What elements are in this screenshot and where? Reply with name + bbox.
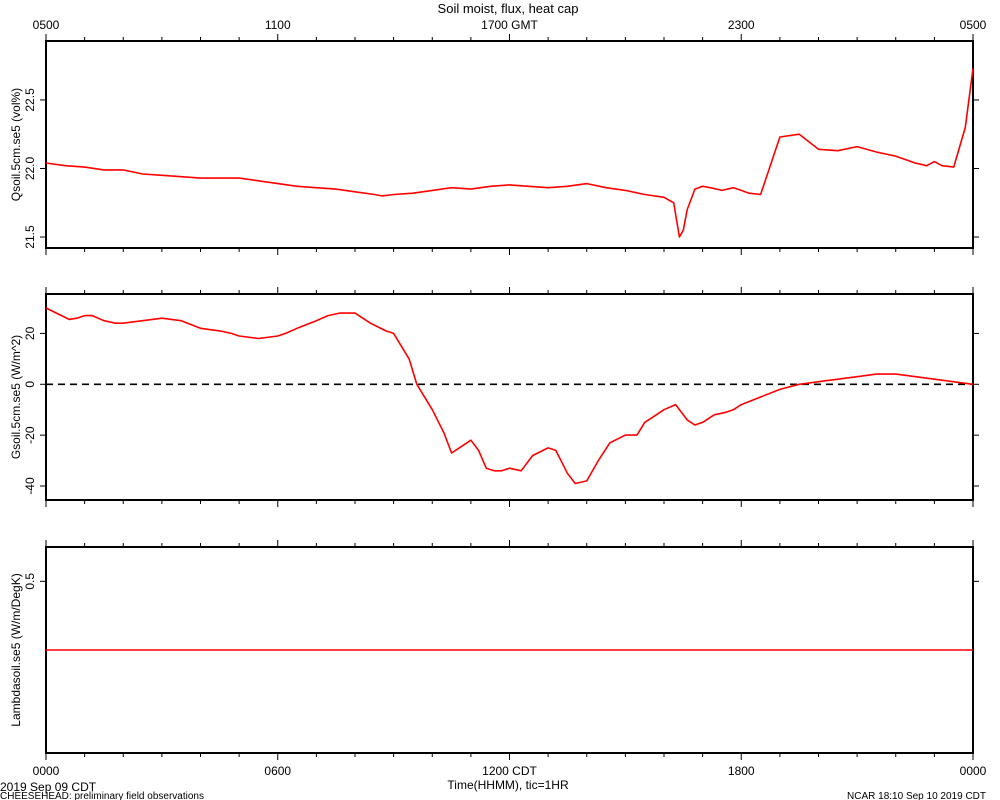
footer-right: NCAR 18:10 Sep 10 2019 CDT bbox=[847, 791, 986, 800]
bottom-tick-label: 0600 bbox=[264, 764, 291, 778]
y-axis-label: Lambdasoil.se5 (W/m/DegK) bbox=[9, 573, 23, 726]
date-label: 2019 Sep 09 CDT bbox=[0, 780, 97, 794]
y-tick-label: -20 bbox=[23, 426, 37, 444]
x-axis-label: Time(HHMM), tic=1HR bbox=[447, 778, 569, 792]
bottom-axis-labels: 0000 0600 1200 CDT 1800 0000 bbox=[33, 764, 987, 778]
panel-frame bbox=[45, 40, 974, 249]
y-tick-label: 0.5 bbox=[23, 573, 37, 590]
footer-left: CHEESEHEAD: preliminary field observatio… bbox=[0, 791, 204, 800]
panel-frame bbox=[45, 293, 974, 501]
y-axis-label: Qsoil.5cm.se5 (vol%) bbox=[9, 88, 23, 201]
top-tick-label: 0500 bbox=[960, 18, 987, 32]
top-axis-labels: 0500 1100 1700 GMT 2300 0500 bbox=[33, 18, 987, 32]
top-tick-label: 2300 bbox=[728, 18, 755, 32]
bottom-tick-label: 0000 bbox=[33, 764, 60, 778]
top-tick-label: 0500 bbox=[33, 18, 60, 32]
series-line bbox=[45, 68, 974, 238]
y-tick-label: -40 bbox=[23, 477, 37, 495]
series-line bbox=[45, 307, 974, 485]
y-tick-label: 21.5 bbox=[23, 225, 37, 249]
y-tick-label: 20 bbox=[23, 326, 37, 340]
chart-title: Soil moist, flux, heat cap bbox=[438, 1, 579, 16]
y-tick-label: 0 bbox=[23, 381, 37, 388]
top-tick-label: 1700 GMT bbox=[481, 18, 538, 32]
bottom-tick-label: 1800 bbox=[728, 764, 755, 778]
y-axis-label: Gsoil.5cm.se5 (W/m^2) bbox=[9, 335, 23, 459]
y-tick-label: 22.5 bbox=[23, 88, 37, 112]
bottom-tick-label: 1200 CDT bbox=[482, 764, 537, 778]
top-tick-label: 1100 bbox=[265, 18, 291, 32]
y-tick-label: 22.0 bbox=[23, 156, 37, 180]
bottom-tick-label: 0000 bbox=[960, 764, 987, 778]
